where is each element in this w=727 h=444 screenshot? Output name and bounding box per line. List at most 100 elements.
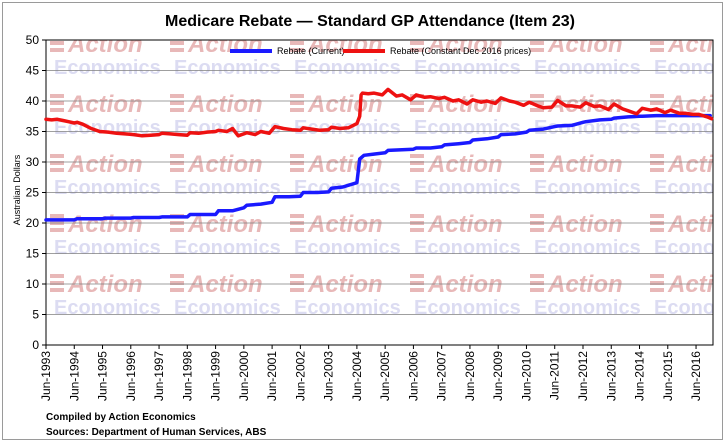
y-tick-label: 40: [26, 94, 40, 108]
watermark-text-economics: Economics: [294, 237, 401, 259]
watermark-layer: ActionEconomicsActionEconomicsActionEcon…: [50, 31, 727, 319]
watermark-tiles: ActionEconomicsActionEconomicsActionEcon…: [50, 31, 727, 319]
watermark-text-economics: Economics: [654, 297, 727, 319]
watermark-text-economics: Economics: [654, 57, 727, 79]
x-tick-label: Jun-1997: [152, 351, 166, 401]
watermark-text-action: Action: [427, 31, 503, 58]
watermark-text-economics: Economics: [294, 297, 401, 319]
watermark-text-economics: Economics: [174, 177, 281, 199]
watermark-text-action: Action: [427, 151, 503, 178]
legend: Rebate (Current) Rebate (Constant Dec 201…: [230, 46, 531, 56]
watermark-text-action: Action: [547, 151, 623, 178]
x-tick-layer: Jun-1993 Jun-1994 Jun-1995 Jun-1996 Jun-1997…: [39, 345, 703, 401]
y-tick-label: 20: [26, 216, 40, 230]
watermark-text-economics: Economics: [54, 237, 161, 259]
y-tick-layer: 0 5 10 15 20 25 30 35 40 45 50: [26, 33, 46, 352]
x-tick-label: Jun-2012: [576, 351, 590, 401]
watermark-text-action: Action: [67, 211, 143, 238]
watermark-text-economics: Economics: [294, 177, 401, 199]
watermark-text-economics: Economics: [534, 57, 641, 79]
y-tick-label: 25: [26, 186, 40, 200]
watermark-text-economics: Economics: [534, 177, 641, 199]
watermark-text-economics: Economics: [654, 177, 727, 199]
watermark-text-action: Action: [67, 271, 143, 298]
x-tick-label: Jun-2009: [491, 351, 505, 401]
x-tick-label: Jun-1996: [124, 351, 138, 401]
x-tick-label: Jun-2016: [689, 351, 703, 401]
y-tick-label: 35: [26, 125, 40, 139]
grid-layer: [46, 70, 713, 315]
watermark-text-action: Action: [547, 211, 623, 238]
watermark-text-action: Action: [187, 151, 263, 178]
x-tick-label: Jun-1995: [96, 351, 110, 401]
watermark-text-economics: Economics: [654, 237, 727, 259]
footnote-sources: Sources: Department of Human Services, A…: [46, 427, 267, 438]
x-tick-label: Jun-2008: [463, 351, 477, 401]
watermark-text-action: Action: [427, 271, 503, 298]
watermark-text-economics: Economics: [294, 57, 401, 79]
watermark-text-action: Action: [67, 151, 143, 178]
watermark-text-economics: Economics: [414, 117, 521, 139]
x-tick-label: Jun-2000: [237, 351, 251, 401]
watermark-text-action: Action: [187, 91, 263, 118]
watermark-text-economics: Economics: [174, 57, 281, 79]
watermark-text-action: Action: [187, 31, 263, 58]
y-axis-label: Australian Dollars: [12, 154, 22, 225]
chart-title: Medicare Rebate — Standard GP Attendance…: [165, 13, 575, 30]
y-tick-label: 15: [26, 247, 40, 261]
legend-label: Rebate (Current): [277, 46, 345, 56]
watermark-text-action: Action: [67, 31, 143, 58]
watermark-text-economics: Economics: [54, 297, 161, 319]
watermark-text-action: Action: [307, 271, 383, 298]
legend-label: Rebate (Constant Dec 2016 prices): [390, 46, 531, 56]
watermark-text-economics: Economics: [534, 297, 641, 319]
chart-frame: [2, 2, 723, 440]
x-tick-label: Jun-2003: [322, 351, 336, 401]
watermark-text-action: Action: [307, 211, 383, 238]
y-tick-label: 30: [26, 155, 40, 169]
x-tick-label: Jun-2007: [435, 351, 449, 401]
watermark-text-action: Action: [667, 151, 727, 178]
x-tick-label: Jun-2013: [604, 351, 618, 401]
x-tick-label: Jun-1998: [180, 351, 194, 401]
watermark-text-action: Action: [547, 31, 623, 58]
watermark-text-action: Action: [667, 271, 727, 298]
watermark-text-economics: Economics: [54, 57, 161, 79]
series-line-constant-prices: [44, 87, 714, 138]
watermark-text-economics: Economics: [174, 297, 281, 319]
x-tick-label: Jun-1994: [67, 351, 81, 401]
watermark-text-action: Action: [547, 271, 623, 298]
watermark-text-economics: Economics: [174, 117, 281, 139]
watermark-text-action: Action: [667, 31, 727, 58]
watermark-text-action: Action: [667, 211, 727, 238]
y-tick-label: 0: [32, 338, 39, 352]
x-tick-label: Jun-1999: [209, 351, 223, 401]
x-tick-label: Jun-2005: [378, 351, 392, 401]
watermark-text-economics: Economics: [414, 297, 521, 319]
x-tick-label: Jun-2011: [548, 351, 562, 400]
watermark-text-action: Action: [427, 211, 503, 238]
watermark-text-economics: Economics: [654, 117, 727, 139]
watermark-text-action: Action: [307, 91, 383, 118]
x-tick-label: Jun-2014: [633, 351, 647, 401]
x-tick-label: Jun-2015: [661, 351, 675, 401]
x-tick-label: Jun-2006: [406, 351, 420, 401]
x-tick-label: Jun-2001: [265, 351, 279, 401]
